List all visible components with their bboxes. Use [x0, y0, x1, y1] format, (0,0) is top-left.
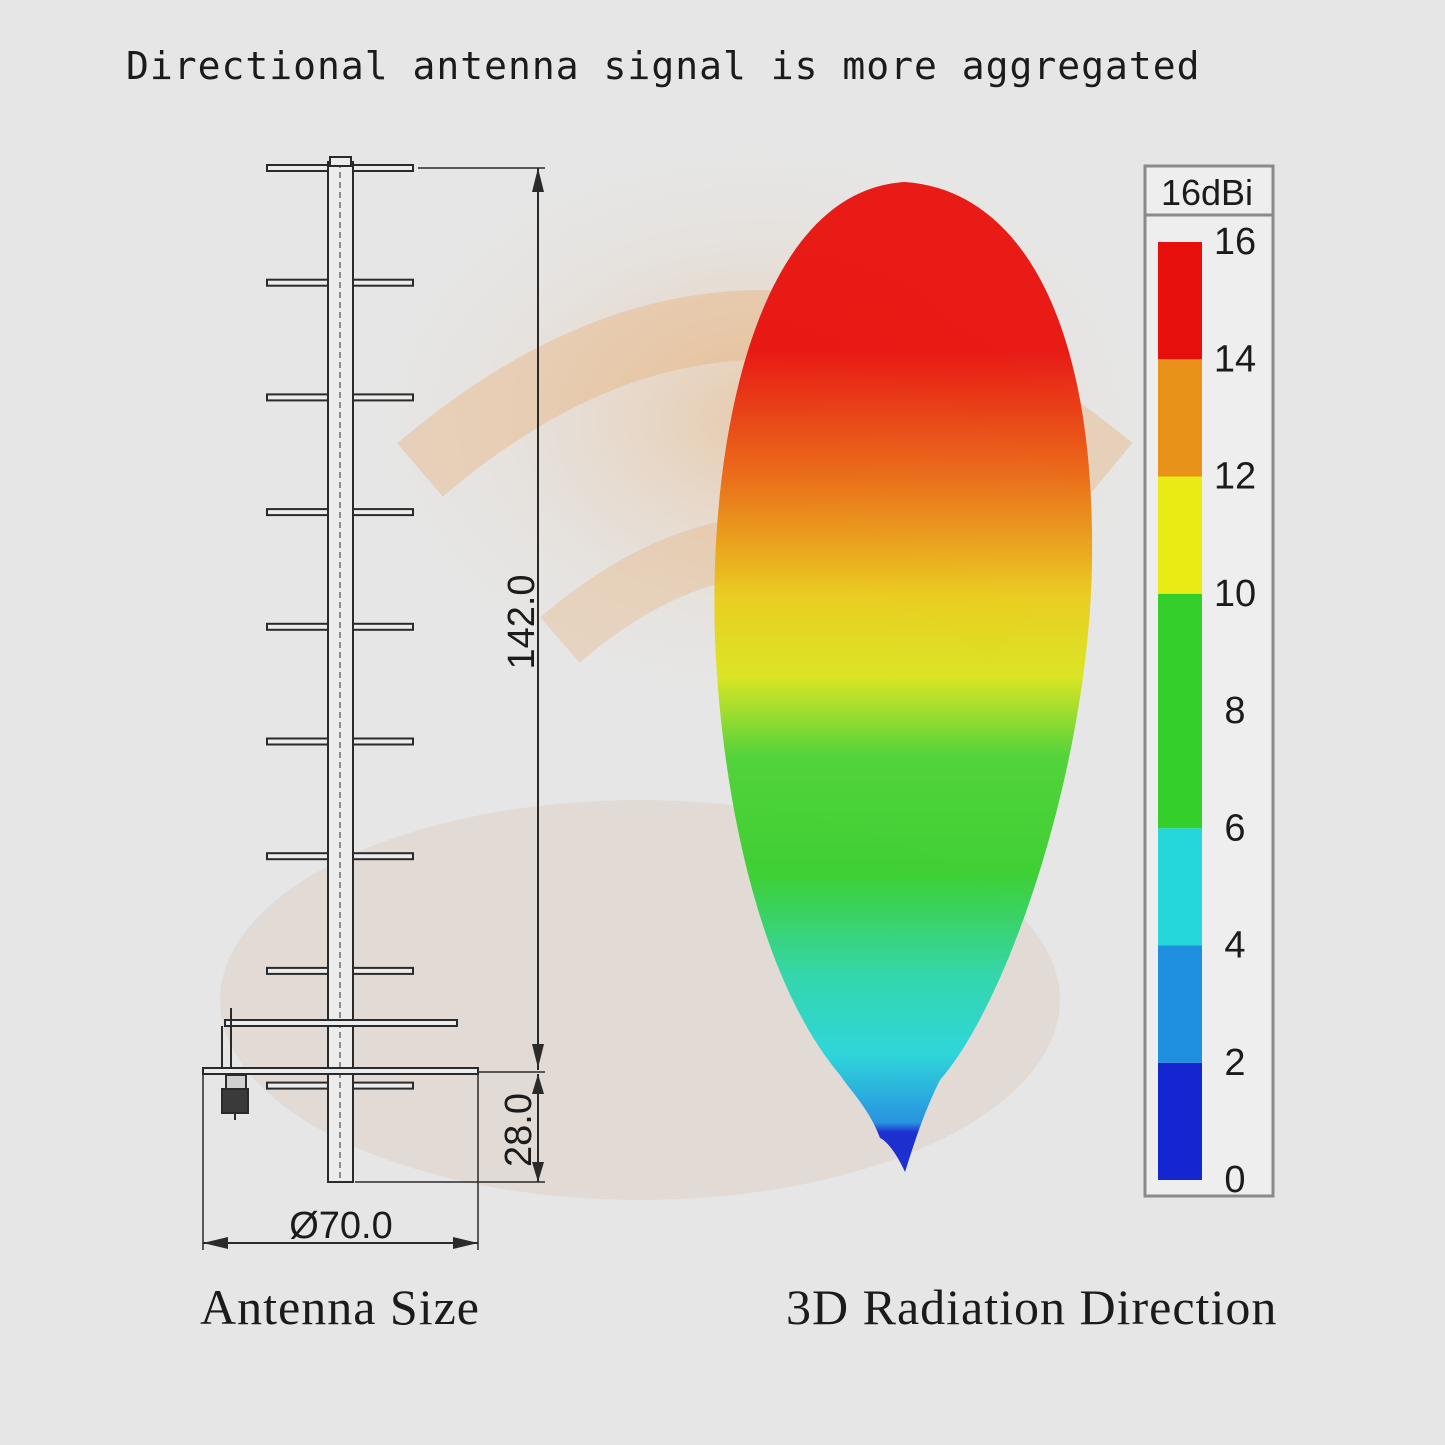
dimension-diameter-label: Ø70.0: [289, 1205, 393, 1247]
scale-tick-label: 12: [1214, 456, 1256, 498]
dimension-length-label: 142.0: [501, 574, 543, 669]
connector-icon: [221, 1074, 249, 1120]
dimension-diameter: [202, 1074, 479, 1250]
radiation-caption: 3D Radiation Direction: [786, 1279, 1278, 1335]
scale-band: [1158, 1062, 1202, 1180]
scale-tick-label: 0: [1224, 1159, 1245, 1201]
dimension-length: [418, 167, 545, 1070]
antenna-drawing: [202, 156, 545, 1250]
dbi-scale: 16dBi 16 14 12 10 8 6 4 2 0: [1143, 164, 1275, 1201]
scale-band: [1158, 828, 1202, 946]
radiation-lobe: [714, 182, 1093, 1172]
scale-band: [1158, 593, 1202, 711]
dimension-base-label: 28.0: [498, 1093, 540, 1167]
scale-tick-label: 14: [1214, 338, 1256, 380]
boom-cap: [329, 156, 352, 167]
scale-tick-label: 8: [1224, 690, 1245, 732]
scale-tick-label: 16: [1214, 221, 1256, 263]
driven-element: [224, 1019, 458, 1027]
headline: Directional antenna signal is more aggre…: [126, 44, 1201, 88]
dimension-base: [355, 1071, 545, 1183]
scale-band: [1158, 359, 1202, 477]
scale-tick-label: 2: [1224, 1042, 1245, 1084]
scale-band: [1158, 945, 1202, 1063]
scale-title: 16dBi: [1161, 172, 1253, 213]
scale-band: [1158, 476, 1202, 594]
scale-band: [1158, 711, 1202, 829]
scale-tick-label: 10: [1214, 573, 1256, 615]
scale-tick-label: 4: [1224, 925, 1245, 967]
base-plate: [202, 1067, 479, 1075]
scale-tick-label: 6: [1224, 807, 1245, 849]
scale-band: [1158, 242, 1202, 360]
antenna-size-caption: Antenna Size: [200, 1279, 480, 1335]
